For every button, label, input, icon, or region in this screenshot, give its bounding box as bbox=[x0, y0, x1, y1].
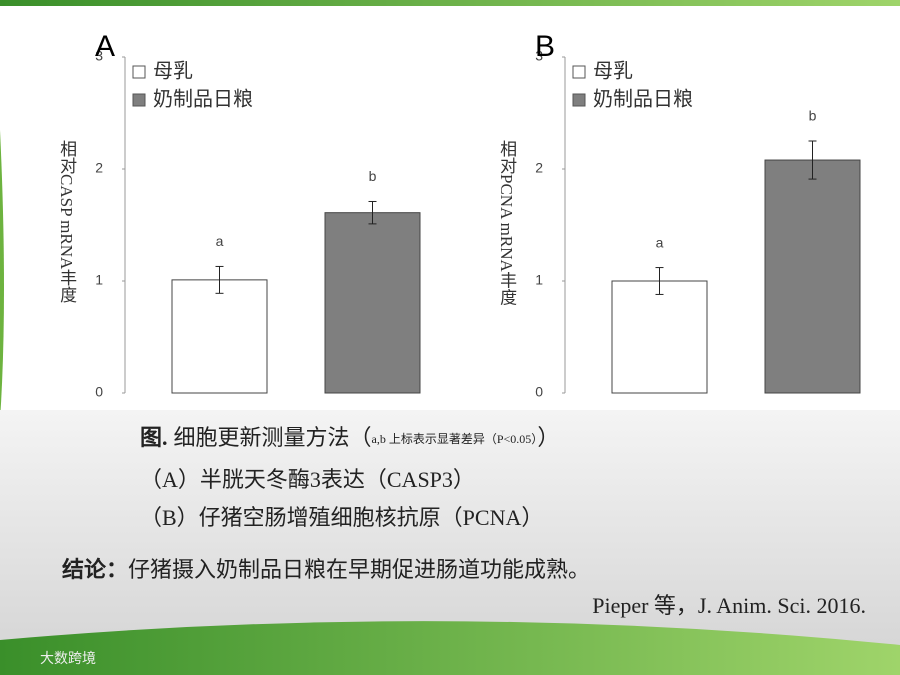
significance-label: a bbox=[656, 234, 664, 250]
y-tick-label: 0 bbox=[535, 384, 543, 400]
top-stripe bbox=[0, 0, 900, 6]
caption-close: ） bbox=[537, 425, 559, 450]
legend-swatch bbox=[572, 93, 586, 107]
y-tick-label: 1 bbox=[535, 272, 543, 288]
caption-fig: 图. 细胞更新测量方法（a,b 上标表示显著差异（P<0.05）） bbox=[140, 425, 559, 450]
legend-swatch bbox=[572, 65, 586, 79]
caption-title: 细胞更新测量方法（ bbox=[174, 425, 372, 450]
legend-swatch bbox=[132, 93, 146, 107]
legend-swatch bbox=[132, 65, 146, 79]
y-axis-label: 相对PCNA mRNA丰度 bbox=[497, 140, 517, 306]
y-tick-label: 0 bbox=[95, 384, 103, 400]
caption-note: a,b 上标表示显著差异（P<0.05） bbox=[372, 432, 538, 446]
bar bbox=[764, 159, 861, 394]
left-swoosh bbox=[0, 130, 4, 420]
watermark: 大数跨境 bbox=[40, 651, 96, 667]
caption-a: （A）半胱天冬酶3表达（CASP3） bbox=[140, 467, 475, 492]
conclusion: 结论：仔猪摄入奶制品日粮在早期促进肠道功能成熟。 bbox=[62, 557, 590, 582]
caption-fig-label: 图. bbox=[140, 425, 168, 450]
panel-label: B bbox=[535, 30, 555, 63]
caption-panel bbox=[0, 410, 900, 650]
citation: Pieper 等，J. Anim. Sci. 2016. bbox=[592, 593, 866, 618]
y-tick-label: 1 bbox=[95, 272, 103, 288]
bar bbox=[324, 212, 421, 394]
significance-label: b bbox=[809, 108, 817, 124]
significance-label: a bbox=[216, 233, 224, 249]
y-tick-label: 2 bbox=[95, 160, 103, 176]
y-tick-label: 2 bbox=[535, 160, 543, 176]
legend-label: 奶制品日粮 bbox=[153, 88, 253, 111]
bar bbox=[611, 280, 708, 394]
caption-b: （B）仔猪空肠增殖细胞核抗原（PCNA） bbox=[140, 505, 543, 530]
conclusion-label: 结论： bbox=[62, 557, 128, 582]
legend-label: 奶制品日粮 bbox=[593, 88, 693, 111]
conclusion-text: 仔猪摄入奶制品日粮在早期促进肠道功能成熟。 bbox=[128, 557, 590, 582]
bar bbox=[171, 279, 268, 394]
chart-area bbox=[10, 10, 890, 410]
significance-label: b bbox=[369, 168, 377, 184]
panel-label: A bbox=[95, 30, 115, 63]
legend-label: 母乳 bbox=[153, 60, 193, 83]
y-tick-label: 3 bbox=[95, 48, 103, 64]
y-tick-label: 3 bbox=[535, 48, 543, 64]
y-axis-label: 相对CASP mRNA丰度 bbox=[57, 140, 77, 303]
bottom-swoosh bbox=[0, 621, 900, 675]
legend-label: 母乳 bbox=[593, 60, 633, 83]
